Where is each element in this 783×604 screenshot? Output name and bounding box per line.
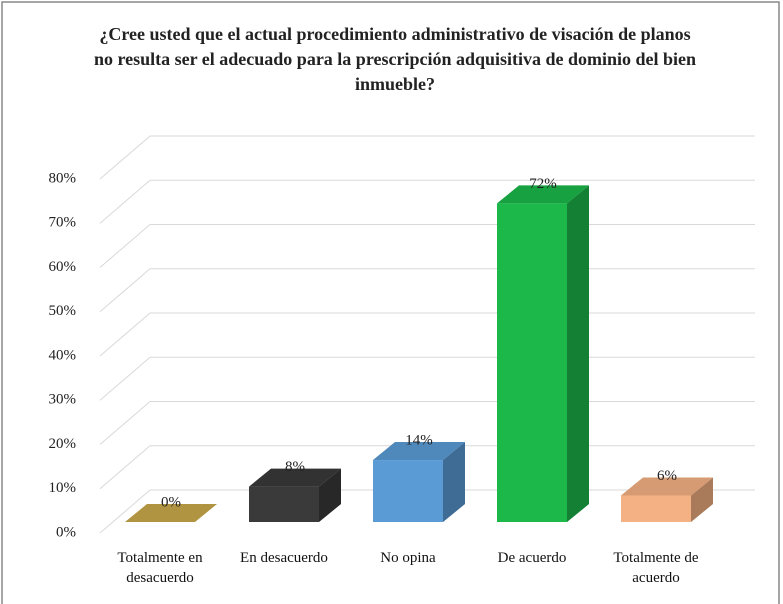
grid-line-side bbox=[99, 268, 151, 313]
x-tick-label: Totalmente en desacuerdo bbox=[117, 550, 203, 586]
grid-line-side bbox=[99, 179, 151, 224]
bar-top bbox=[249, 468, 341, 487]
bar-side bbox=[443, 442, 465, 522]
data-label: 72% bbox=[529, 176, 557, 192]
bar bbox=[621, 495, 691, 522]
x-tick-label: Totalmente de acuerdo bbox=[613, 550, 699, 586]
bar-top-shade bbox=[125, 504, 217, 522]
grid-line-side bbox=[99, 312, 151, 357]
grid-line-side bbox=[99, 445, 151, 490]
data-label: 14% bbox=[405, 432, 433, 448]
grid-line-side bbox=[99, 135, 151, 180]
bar-top bbox=[125, 504, 217, 522]
y-tick-label: 60% bbox=[49, 259, 77, 275]
x-tick-label: De acuerdo bbox=[497, 550, 567, 566]
bar-side-shade bbox=[567, 185, 589, 522]
bar-top bbox=[373, 442, 465, 461]
grid-line-side bbox=[99, 401, 151, 445]
x-tick-label: En desacuerdo bbox=[240, 550, 328, 566]
y-tick-label: 0% bbox=[56, 524, 76, 540]
y-tick-label: 80% bbox=[49, 170, 77, 186]
grid-line-side bbox=[99, 489, 151, 534]
bar-top-shade bbox=[249, 468, 341, 487]
bar-side-shade bbox=[443, 442, 465, 522]
bar-side bbox=[319, 468, 341, 522]
data-label: 8% bbox=[285, 459, 305, 475]
data-label: 6% bbox=[657, 468, 677, 484]
bar-top bbox=[497, 185, 589, 204]
y-tick-label: 70% bbox=[49, 215, 77, 231]
grid-line-side bbox=[99, 356, 151, 401]
y-tick-label: 20% bbox=[49, 436, 77, 452]
bar-side-shade bbox=[691, 477, 713, 522]
bar-side bbox=[567, 185, 589, 522]
y-tick-label: 50% bbox=[49, 303, 77, 319]
bar-top-shade bbox=[497, 185, 589, 204]
bar-side bbox=[691, 477, 713, 522]
bar-side-shade bbox=[319, 468, 341, 522]
grid-line-side bbox=[99, 224, 151, 268]
y-tick-label: 30% bbox=[49, 392, 77, 408]
data-label: 0% bbox=[161, 494, 181, 510]
y-tick-label: 40% bbox=[49, 347, 77, 363]
bar-top-shade bbox=[621, 477, 713, 496]
y-tick-label: 10% bbox=[49, 480, 77, 496]
bar bbox=[497, 203, 567, 522]
chart-title: ¿Cree usted que el actual procedimiento … bbox=[93, 24, 697, 94]
x-tick-label: No opina bbox=[380, 550, 436, 566]
bar-top-shade bbox=[373, 442, 465, 461]
bar-top bbox=[621, 477, 713, 496]
bar bbox=[373, 460, 443, 522]
bar bbox=[249, 486, 319, 522]
